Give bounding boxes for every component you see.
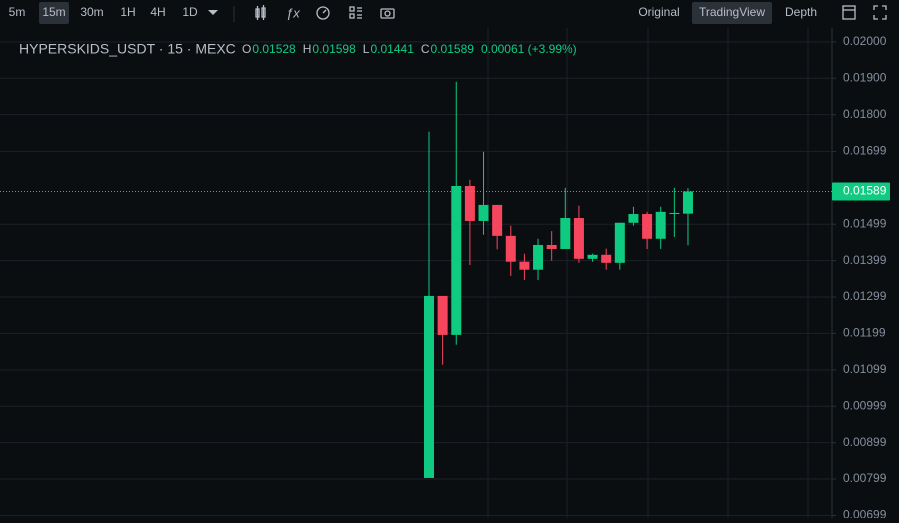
y-tick-label: 0.01699 (843, 144, 887, 158)
candle-body (628, 214, 639, 223)
candle-body (655, 211, 666, 239)
fx-icon[interactable]: ƒx (286, 5, 300, 20)
ohlc-value: 0.01598 (312, 42, 356, 56)
ohlc-key: C (421, 42, 430, 56)
fullscreen-icon[interactable] (873, 5, 887, 20)
candle-body (546, 244, 557, 249)
change-label: 0.00061 (+3.99%) (481, 42, 577, 56)
ohlc-key: H (303, 42, 312, 56)
candle-body (451, 185, 462, 335)
interval-tab[interactable]: 1D (182, 5, 198, 19)
y-tick-label: 0.01399 (843, 253, 887, 267)
toolbar-items: 5m 15m 30m 1H 4H 1D Original TradingView Depth (9, 2, 817, 24)
ohlc-value: 0.01528 (252, 42, 296, 56)
candle-body (478, 204, 489, 221)
candle-body (669, 212, 680, 215)
candle-body (642, 214, 653, 239)
symbol-title: HYPERSKIDS_USDT · 15 · MEXC (19, 41, 236, 57)
y-tick-label: 0.00999 (843, 398, 887, 412)
candle-icon[interactable] (255, 5, 266, 20)
interval-tab[interactable]: 15m (42, 5, 65, 19)
candle-body (533, 244, 544, 270)
y-tick-label: 0.01800 (843, 107, 887, 121)
layout-icon[interactable] (349, 6, 362, 19)
grid: 0.02000 0.01900 0.01800 0.01699 0.01499 0.013… (0, 28, 887, 522)
active-view (692, 2, 772, 24)
candle-body (573, 218, 584, 259)
candle-body (519, 261, 530, 270)
candle-body (492, 204, 503, 236)
candle-body (424, 295, 434, 478)
y-tick-label: 0.01299 (843, 289, 887, 303)
candle-body (560, 218, 571, 249)
y-tick-label: 0.02000 (843, 34, 887, 48)
ohlc-key: O (242, 42, 251, 56)
interval-tab[interactable]: 1H (120, 5, 135, 19)
candle-body (505, 235, 516, 262)
candle-body (464, 185, 475, 221)
ohlc-value: 0.01589 (431, 42, 475, 56)
interval-tab[interactable]: 5m (9, 5, 26, 19)
interval-tab[interactable]: 4H (150, 5, 165, 19)
candle-body (682, 191, 693, 214)
view-tab[interactable]: TradingView (699, 5, 765, 19)
y-tick-label: 0.00699 (843, 508, 887, 518)
y-tick-label: 0.00899 (843, 435, 887, 449)
settings-icon[interactable] (842, 5, 856, 20)
last-price-label: 0.01589 (843, 184, 887, 198)
y-tick-label: 0.00799 (843, 471, 887, 485)
y-tick-label: 0.01199 (843, 326, 886, 340)
candle-body (587, 254, 598, 259)
active-tab (39, 2, 69, 24)
dropdown-arrow[interactable] (208, 10, 218, 15)
y-tick-label: 0.01099 (843, 362, 887, 376)
tool-icons: ƒx (255, 5, 887, 20)
gauge-icon[interactable] (316, 6, 330, 20)
ohlc-value: 0.01441 (370, 42, 414, 56)
candle-body (614, 222, 625, 263)
camera-icon[interactable] (380, 8, 395, 19)
interval-tab[interactable]: 30m (80, 5, 103, 19)
last-price-tag (832, 182, 890, 201)
candle-body (601, 254, 612, 263)
candle-body (437, 295, 448, 335)
view-tab[interactable]: Original (638, 5, 679, 19)
view-tab[interactable]: Depth (785, 5, 817, 19)
legend: HYPERSKIDS_USDT · 15 · MEXC O 0.01528 H 0.01… (19, 41, 577, 57)
ohlc-key: L (363, 42, 370, 56)
y-tick-label: 0.01499 (843, 216, 887, 230)
plot: 0.01589 (0, 81, 890, 478)
y-tick-label: 0.01900 (843, 70, 887, 84)
